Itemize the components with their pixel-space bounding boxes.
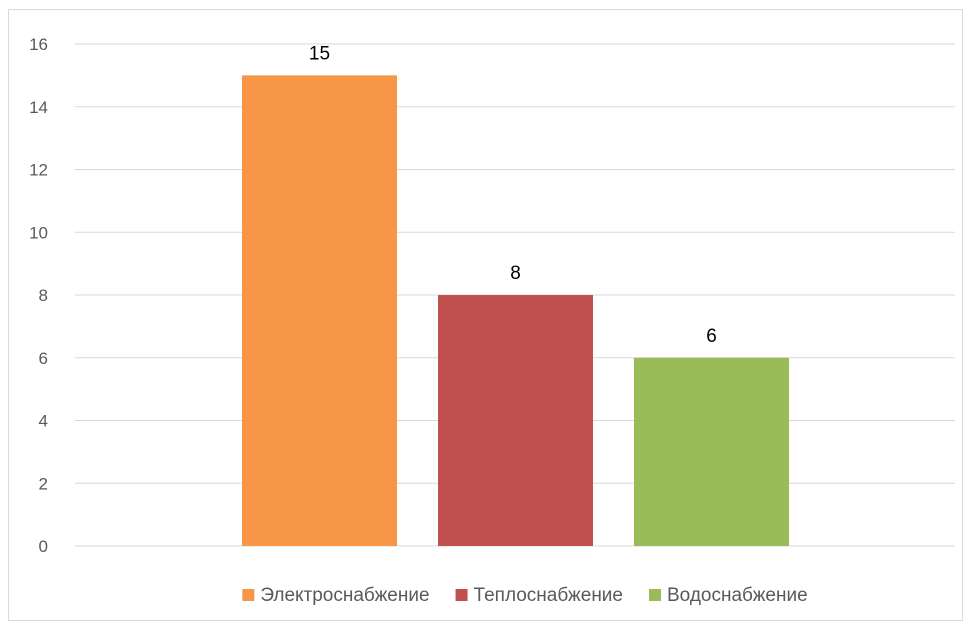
data-label: 8 <box>510 263 521 284</box>
legend-item-2: Теплоснабжение <box>455 585 623 606</box>
bar-3 <box>634 357 789 546</box>
legend-item-1: Электроснабжение <box>242 585 430 606</box>
bar-1 <box>242 75 397 546</box>
bar-2 <box>438 295 593 546</box>
legend-swatch <box>649 589 662 601</box>
data-label: 15 <box>309 43 330 64</box>
y-tick-label: 0 <box>39 537 48 556</box>
y-tick-label: 8 <box>39 286 48 305</box>
y-axis-ticks: 0 2 4 6 8 10 12 14 16 <box>29 35 48 556</box>
legend-swatch <box>242 589 255 601</box>
y-tick-label: 4 <box>39 412 48 431</box>
legend-label: Электроснабжение <box>260 585 429 606</box>
y-tick-label: 2 <box>39 474 48 493</box>
bars <box>242 75 789 546</box>
data-label: 6 <box>706 326 717 347</box>
y-tick-label: 10 <box>29 223 48 242</box>
legend-label: Водоснабжение <box>667 585 808 606</box>
y-tick-label: 14 <box>29 98 48 117</box>
legend-label: Теплоснабжение <box>474 585 623 606</box>
legend-item-3: Водоснабжение <box>649 585 808 606</box>
legend-swatch <box>455 589 468 601</box>
gridlines <box>75 43 955 547</box>
y-tick-label: 16 <box>29 35 48 54</box>
y-tick-label: 12 <box>29 161 48 180</box>
y-tick-label: 6 <box>39 349 48 368</box>
legend: Электроснабжение Теплоснабжение Водоснабже… <box>242 585 808 606</box>
